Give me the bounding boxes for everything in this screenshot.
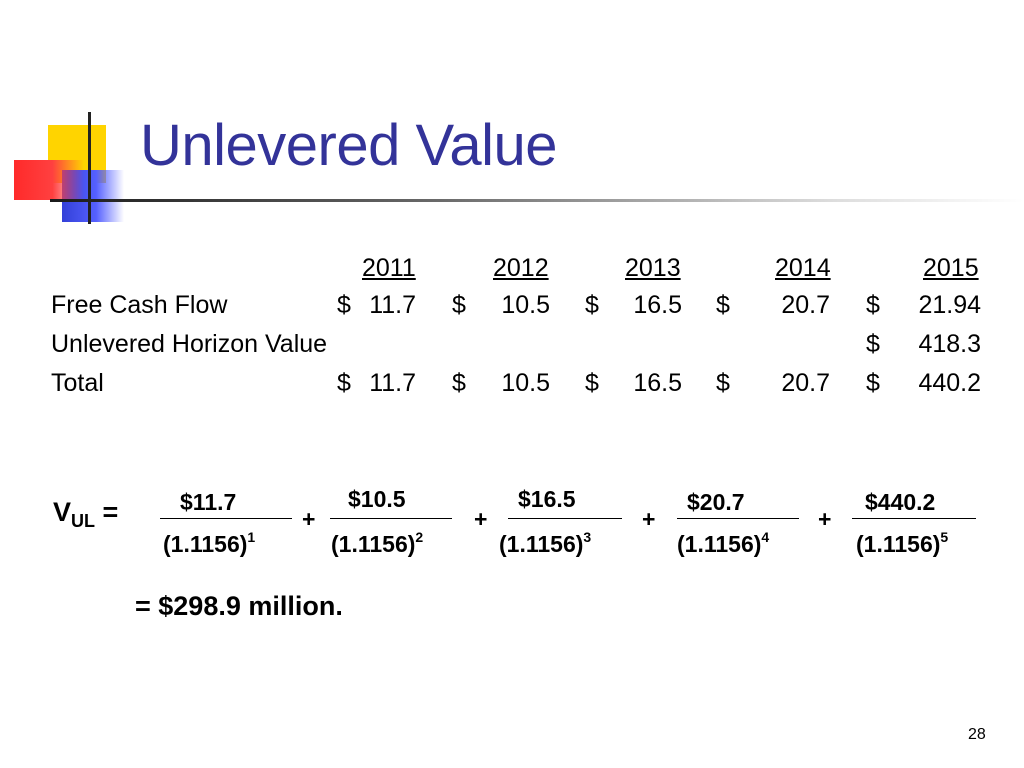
row-label-total: Total xyxy=(51,369,104,397)
row-label-free-cash-flow: Free Cash Flow xyxy=(51,291,228,319)
logo-red-square xyxy=(14,160,84,200)
currency-sign: $ xyxy=(866,291,880,319)
currency-sign: $ xyxy=(585,369,599,397)
cell-fcf-2014: 20.7 xyxy=(781,291,830,319)
currency-sign: $ xyxy=(866,369,880,397)
equation-result: = $298.9 million. xyxy=(135,591,343,621)
year-header-2012: 2012 xyxy=(493,254,549,282)
slide-title: Unlevered Value xyxy=(140,113,558,178)
numerator-4: $20.7 xyxy=(687,489,745,515)
plus-sign-1: + xyxy=(302,506,316,532)
exponent-5: 5 xyxy=(940,529,949,545)
exponent-1: 1 xyxy=(247,529,256,545)
cell-fcf-2011: 11.7 xyxy=(369,291,416,319)
title-underline xyxy=(50,199,1024,202)
fraction-bar-5 xyxy=(852,518,976,519)
currency-sign: $ xyxy=(866,330,880,358)
denominator-base: (1.1156) xyxy=(677,531,762,557)
denominator-4: (1.1156)4 xyxy=(677,529,770,558)
cell-total-2013: 16.5 xyxy=(633,369,682,397)
cell-fcf-2015: 21.94 xyxy=(918,291,981,319)
fraction-bar-3 xyxy=(508,518,622,519)
denominator-base: (1.1156) xyxy=(331,531,416,557)
currency-sign: $ xyxy=(585,291,599,319)
year-header-2011: 2011 xyxy=(362,254,416,282)
lhs-main: V xyxy=(53,497,72,527)
fraction-bar-4 xyxy=(677,518,799,519)
denominator-2: (1.1156)2 xyxy=(331,529,424,558)
year-header-2014: 2014 xyxy=(775,254,831,282)
currency-sign: $ xyxy=(452,291,466,319)
cell-total-2011: 11.7 xyxy=(369,369,416,397)
cell-total-2014: 20.7 xyxy=(781,369,830,397)
equation-lhs: VUL = xyxy=(53,497,119,531)
lhs-subscript: UL xyxy=(71,511,96,531)
exponent-2: 2 xyxy=(415,529,424,545)
fraction-bar-2 xyxy=(330,518,452,519)
year-header-2013: 2013 xyxy=(625,254,681,282)
denominator-5: (1.1156)5 xyxy=(856,529,949,558)
cell-fcf-2013: 16.5 xyxy=(633,291,682,319)
cell-horizon-2015: 418.3 xyxy=(918,330,981,358)
exponent-3: 3 xyxy=(583,529,592,545)
currency-sign: $ xyxy=(337,369,351,397)
lhs-equals: = xyxy=(102,497,119,527)
numerator-3: $16.5 xyxy=(518,486,576,512)
denominator-1: (1.1156)1 xyxy=(163,529,256,558)
logo-vertical-line xyxy=(88,112,91,224)
fraction-bar-1 xyxy=(160,518,292,519)
plus-sign-2: + xyxy=(474,506,488,532)
denominator-3: (1.1156)3 xyxy=(499,529,592,558)
currency-sign: $ xyxy=(337,291,351,319)
denominator-base: (1.1156) xyxy=(163,531,248,557)
numerator-1: $11.7 xyxy=(180,489,237,515)
currency-sign: $ xyxy=(716,291,730,319)
denominator-base: (1.1156) xyxy=(856,531,941,557)
cell-fcf-2012: 10.5 xyxy=(501,291,550,319)
denominator-base: (1.1156) xyxy=(499,531,584,557)
exponent-4: 4 xyxy=(761,529,770,545)
year-header-2015: 2015 xyxy=(923,254,979,282)
currency-sign: $ xyxy=(716,369,730,397)
cell-total-2015: 440.2 xyxy=(918,369,981,397)
plus-sign-3: + xyxy=(642,506,656,532)
page-number: 28 xyxy=(968,726,986,743)
plus-sign-4: + xyxy=(818,506,832,532)
currency-sign: $ xyxy=(452,369,466,397)
cell-total-2012: 10.5 xyxy=(501,369,550,397)
numerator-5: $440.2 xyxy=(865,489,936,515)
numerator-2: $10.5 xyxy=(348,486,406,512)
row-label-horizon-value: Unlevered Horizon Value xyxy=(51,330,328,358)
